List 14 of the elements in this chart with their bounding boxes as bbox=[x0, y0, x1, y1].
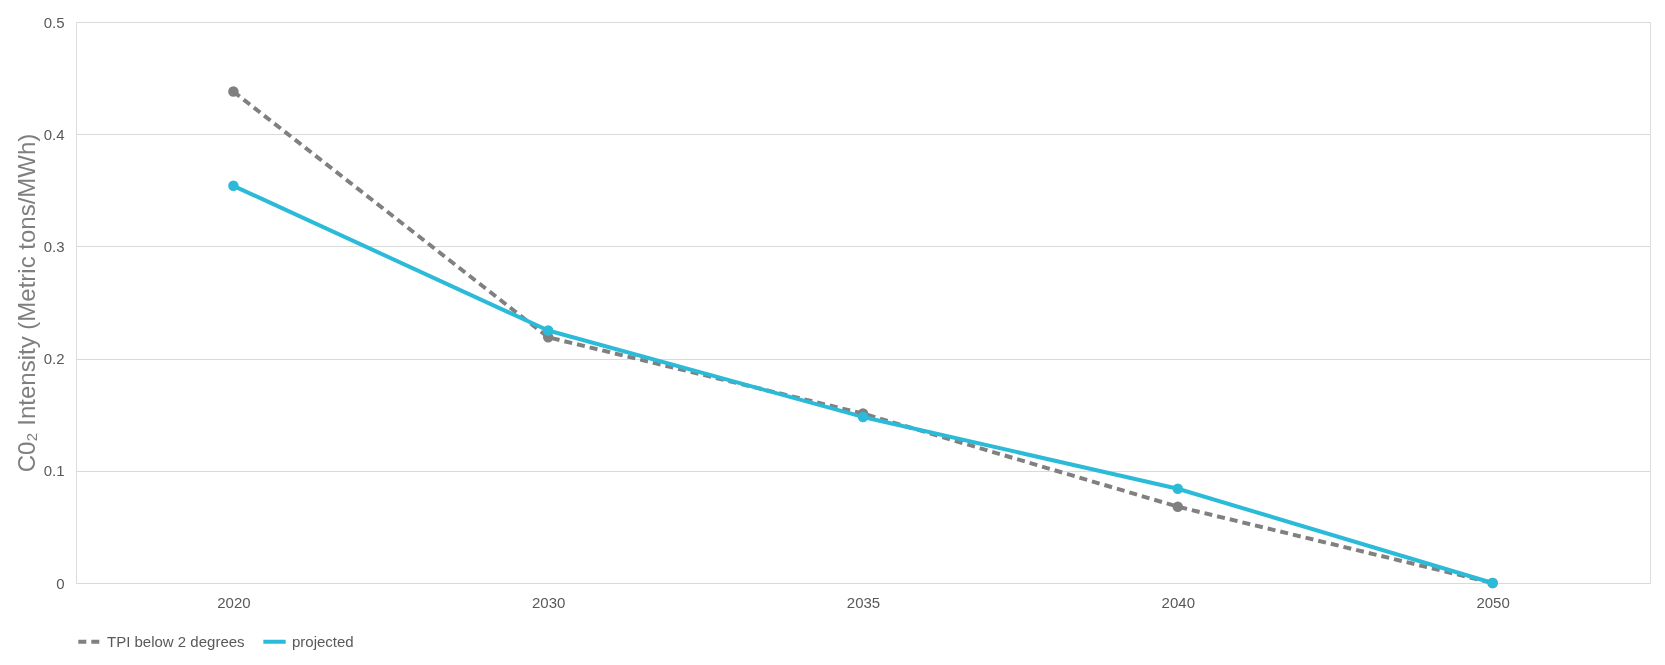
x-tick-label: 2050 bbox=[1476, 593, 1510, 611]
legend-label: projected bbox=[292, 632, 354, 650]
legend-label: TPI below 2 degrees bbox=[107, 632, 245, 650]
x-tick-label: 2035 bbox=[846, 593, 881, 611]
y-tick-label: 0.2 bbox=[43, 350, 65, 368]
x-tick-label: 2040 bbox=[1161, 593, 1195, 611]
y-tick-label: 0.4 bbox=[43, 125, 65, 143]
x-tick-label: 2030 bbox=[532, 593, 566, 611]
y-tick-label: 0.5 bbox=[43, 13, 65, 31]
y-tick-label: 0.1 bbox=[43, 462, 65, 480]
x-tick-label: 2020 bbox=[217, 593, 251, 611]
y-tick-label: 0.3 bbox=[43, 237, 65, 255]
y-axis-title: C0₂ Intensity (Metric tons/MWh) bbox=[12, 133, 40, 473]
y-tick-label: 0 bbox=[56, 574, 65, 592]
